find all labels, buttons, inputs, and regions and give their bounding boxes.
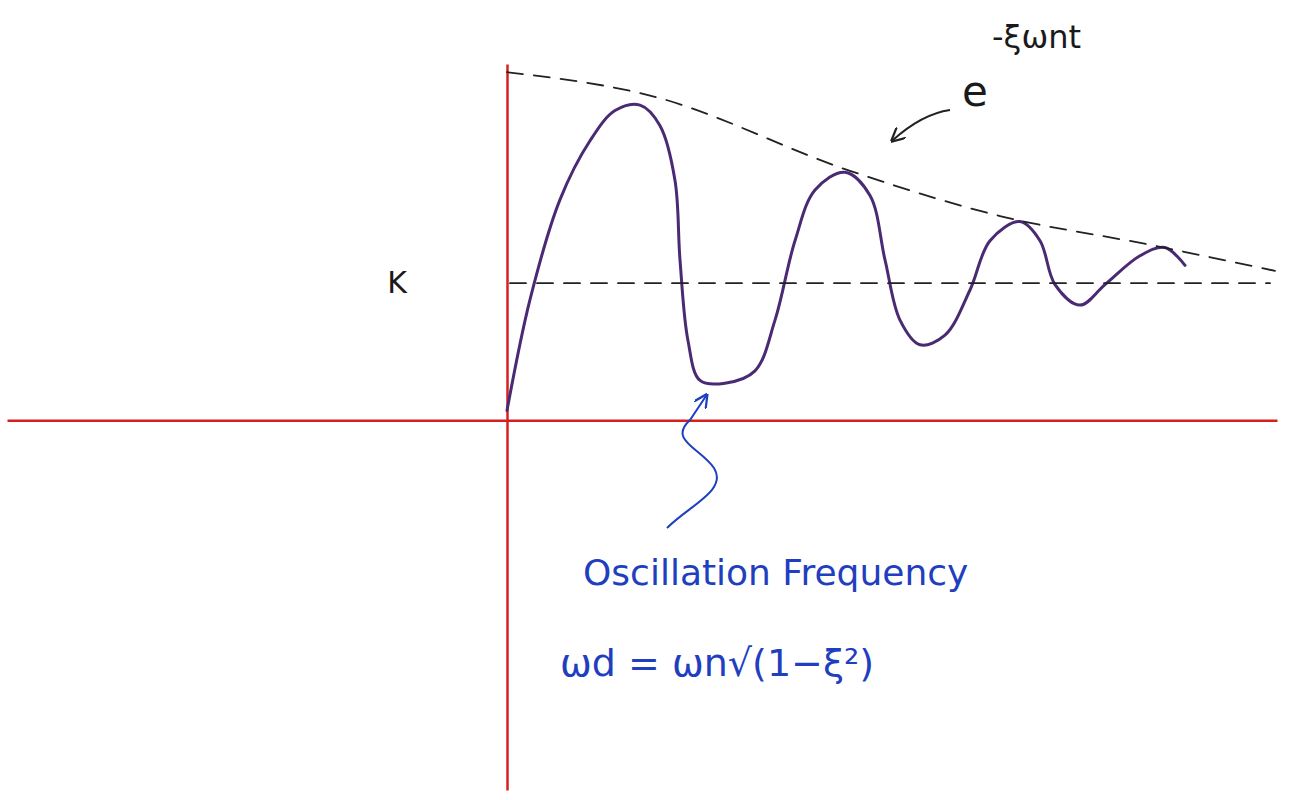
- envelope-label-base: e: [962, 67, 988, 116]
- x-axis: [8, 420, 1278, 421]
- oscillation-arrow: [667, 396, 717, 528]
- y-axis-line: [506, 65, 509, 791]
- y-tick: K: [387, 265, 507, 300]
- x-axis-line: [8, 419, 1278, 422]
- dashed-line: [507, 72, 1275, 271]
- oscillation-label: Oscillation Frequency: [583, 552, 968, 593]
- plot-area: [507, 72, 1275, 410]
- envelope-arrow: [893, 110, 950, 140]
- y-tick-label: K: [387, 265, 408, 300]
- response-curve: [507, 104, 1185, 410]
- dashed-line: [510, 282, 1270, 284]
- chart: Ke-ξωnt Oscillation Frequency ωd = ωn√(1−ξ…: [0, 0, 1291, 800]
- y-axis: K: [387, 65, 507, 791]
- envelope-label-exponent: -ξωnt: [992, 18, 1081, 56]
- frequency-formula: ωd = ωn√(1−ξ²): [560, 641, 874, 685]
